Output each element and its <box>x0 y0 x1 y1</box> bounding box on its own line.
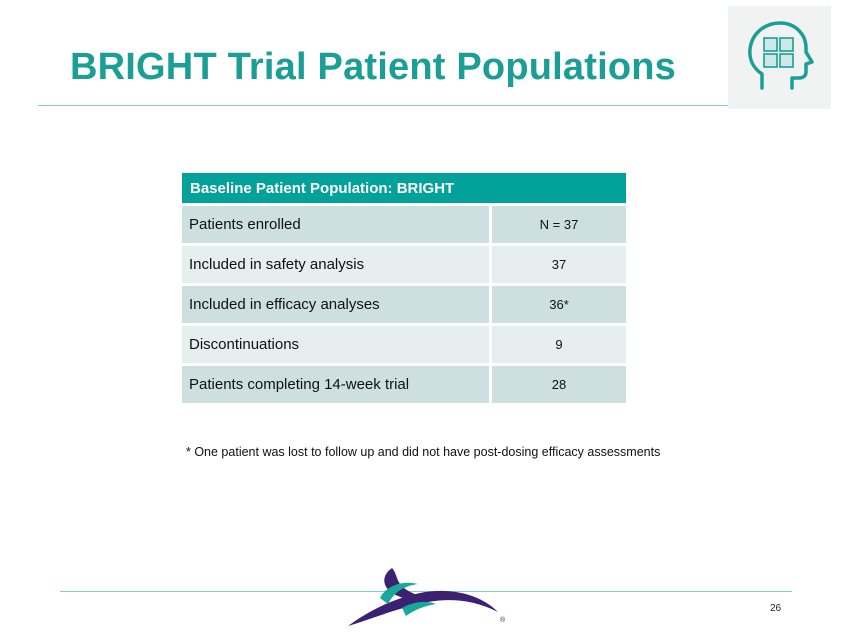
row-value: 36* <box>489 286 626 326</box>
row-label: Patients completing 14-week trial <box>182 366 489 406</box>
row-label: Discontinuations <box>182 326 489 366</box>
footnote: * One patient was lost to follow up and … <box>186 445 661 459</box>
title-divider <box>38 105 782 106</box>
row-label: Included in safety analysis <box>182 246 489 286</box>
company-swoosh-logo: ® <box>348 568 506 626</box>
row-value: N = 37 <box>489 206 626 246</box>
row-label: Patients enrolled <box>182 206 489 246</box>
row-value: 9 <box>489 326 626 366</box>
table-header: Baseline Patient Population: BRIGHT <box>182 173 626 206</box>
population-table: Baseline Patient Population: BRIGHT Pati… <box>182 173 626 406</box>
row-value: 28 <box>489 366 626 406</box>
registered-mark: ® <box>500 616 506 624</box>
slide-title: BRIGHT Trial Patient Populations <box>70 46 677 88</box>
table-row: Included in efficacy analyses 36* <box>182 286 626 326</box>
table-row: Patients completing 14-week trial 28 <box>182 366 626 406</box>
table-row: Discontinuations 9 <box>182 326 626 366</box>
footer-divider <box>60 591 792 592</box>
row-value: 37 <box>489 246 626 286</box>
table-row: Included in safety analysis 37 <box>182 246 626 286</box>
head-puzzle-icon <box>748 21 814 90</box>
row-label: Included in efficacy analyses <box>182 286 489 326</box>
table-row: Patients enrolled N = 37 <box>182 206 626 246</box>
page-number: 26 <box>770 603 782 614</box>
icon-panel <box>728 6 831 109</box>
